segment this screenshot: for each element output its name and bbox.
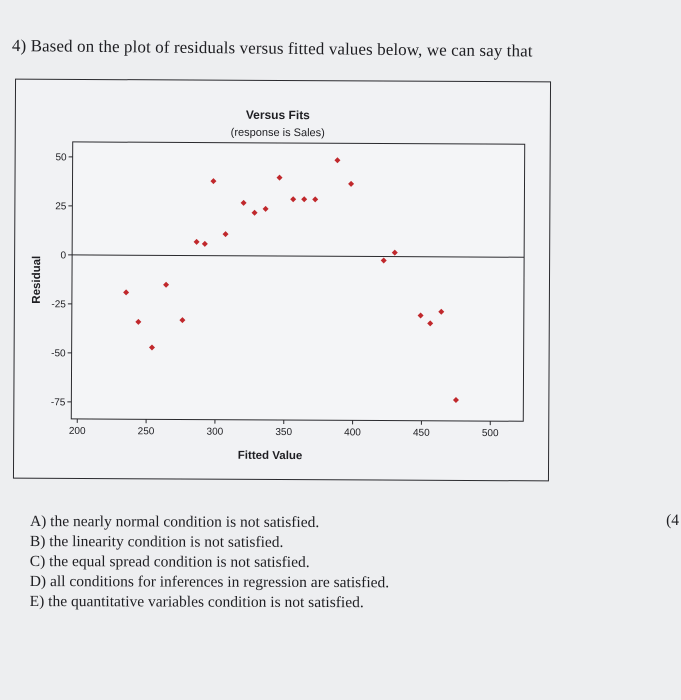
residual-point xyxy=(391,249,398,256)
residual-point xyxy=(210,178,217,185)
residual-point xyxy=(276,174,283,181)
y-tick-label: -25 xyxy=(51,299,66,310)
points-label: (4 xyxy=(666,512,679,529)
residual-point xyxy=(222,231,229,238)
residual-point xyxy=(427,320,434,327)
residual-point xyxy=(417,312,424,319)
residual-point xyxy=(240,199,247,206)
plot-area xyxy=(70,141,526,422)
residual-point xyxy=(438,308,445,315)
residual-point xyxy=(301,196,308,203)
option-c[interactable]: C) the equal spread condition is not sat… xyxy=(29,552,310,571)
zero-reference-line xyxy=(72,254,525,258)
chart-subtitle: (response is Sales) xyxy=(231,127,325,139)
residual-point xyxy=(251,209,258,216)
x-tick-label: 450 xyxy=(413,428,430,439)
option-b[interactable]: B) the linearity condition is not satisf… xyxy=(29,532,284,551)
question-body: Based on the plot of residuals versus fi… xyxy=(30,36,533,61)
x-tick-label: 350 xyxy=(275,427,292,438)
option-e[interactable]: E) the quantitative variables condition … xyxy=(29,592,364,612)
residual-point xyxy=(201,240,208,247)
residual-point xyxy=(290,196,297,203)
residual-point xyxy=(148,344,155,351)
residual-point xyxy=(348,180,355,187)
y-tick-label: 25 xyxy=(55,201,67,212)
x-tick-label: 250 xyxy=(138,426,155,437)
x-tick-label: 500 xyxy=(482,428,499,439)
answer-options: A) the nearly normal condition is not sa… xyxy=(30,512,390,613)
residual-point xyxy=(135,318,142,325)
x-tick-label: 200 xyxy=(69,426,86,437)
residual-point xyxy=(452,396,459,403)
y-tick-label: 50 xyxy=(55,152,67,163)
x-tick-label: 400 xyxy=(344,427,361,438)
residual-point xyxy=(334,157,341,164)
chart-title: Versus Fits xyxy=(246,108,310,122)
y-axis: 50 25 0 -25 -50 -75 xyxy=(51,152,73,408)
residual-point xyxy=(380,257,387,264)
x-tick-label: 300 xyxy=(206,427,223,438)
question-text: 4) Based on the plot of residuals versus… xyxy=(12,36,533,61)
residual-point xyxy=(163,281,170,288)
y-tick-label: -50 xyxy=(51,348,66,359)
residual-point xyxy=(179,317,186,324)
residual-point xyxy=(312,196,319,203)
y-tick-label: 0 xyxy=(61,250,67,261)
option-a[interactable]: A) the nearly normal condition is not sa… xyxy=(29,513,320,532)
residual-point xyxy=(262,205,269,212)
data-points xyxy=(123,157,459,403)
y-axis-label: Residual xyxy=(31,256,43,304)
option-d[interactable]: D) all conditions for inferences in regr… xyxy=(29,572,390,592)
question-number: 4) xyxy=(11,36,27,56)
residual-plot: Versus Fits (response is Sales) 50250-25… xyxy=(31,108,526,462)
x-axis: 200 250 300 350 400 450 500 xyxy=(69,418,499,439)
residual-point xyxy=(123,289,130,296)
residual-point xyxy=(193,238,200,245)
x-axis-label: Fitted Value xyxy=(238,450,303,462)
y-tick-label: -75 xyxy=(51,397,66,408)
chart-frame: Versus Fits (response is Sales) 50 25 0 -25… xyxy=(12,78,552,482)
